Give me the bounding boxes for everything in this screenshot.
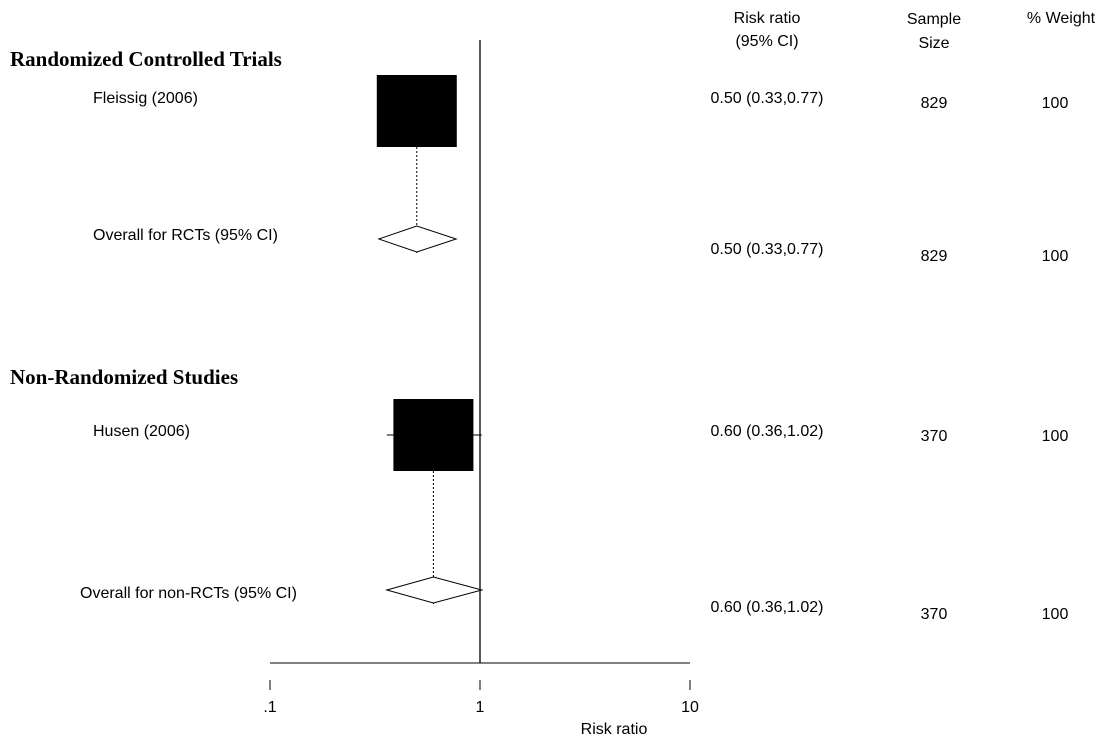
plot-marks: Randomized Controlled Trials Fleissig (20… [10,40,1068,738]
study-marker [393,399,474,471]
x-tick-label: 10 [681,699,699,716]
x-tick-label: 1 [476,699,485,716]
study-ci-text: 0.60 (0.36,1.02) [711,423,824,440]
overall-label: Overall for RCTs (95% CI) [93,227,278,244]
study-sample-size: 370 [921,428,948,445]
overall-diamond [377,225,458,253]
col-header-sample-line1: Sample [907,11,961,28]
study-sample-size: 829 [921,95,948,112]
study-marker [376,75,457,147]
x-tick-label: .1 [263,699,276,716]
overall-ci-text: 0.50 (0.33,0.77) [711,241,824,258]
overall-weight: 100 [1042,606,1069,623]
study-weight: 100 [1042,428,1069,445]
col-header-sample-line2: Size [918,35,949,52]
study-label: Fleissig (2006) [93,90,198,107]
col-header-weight: % Weight [1027,10,1096,27]
study-ci-text: 0.50 (0.33,0.77) [711,90,824,107]
x-axis-title: Risk ratio [581,721,648,738]
group-title: Non-Randomized Studies [10,365,238,389]
overall-ci-text: 0.60 (0.36,1.02) [711,599,824,616]
col-header-risk-ratio-line1: Risk ratio [734,10,801,27]
col-header-risk-ratio-line2: (95% CI) [735,33,798,50]
overall-weight: 100 [1042,248,1069,265]
overall-sample-size: 829 [921,248,948,265]
study-weight: 100 [1042,95,1069,112]
study-label: Husen (2006) [93,423,190,440]
overall-sample-size: 370 [921,606,948,623]
group-title: Randomized Controlled Trials [10,47,282,71]
overall-diamond [384,576,484,604]
overall-label: Overall for non-RCTs (95% CI) [80,585,297,602]
